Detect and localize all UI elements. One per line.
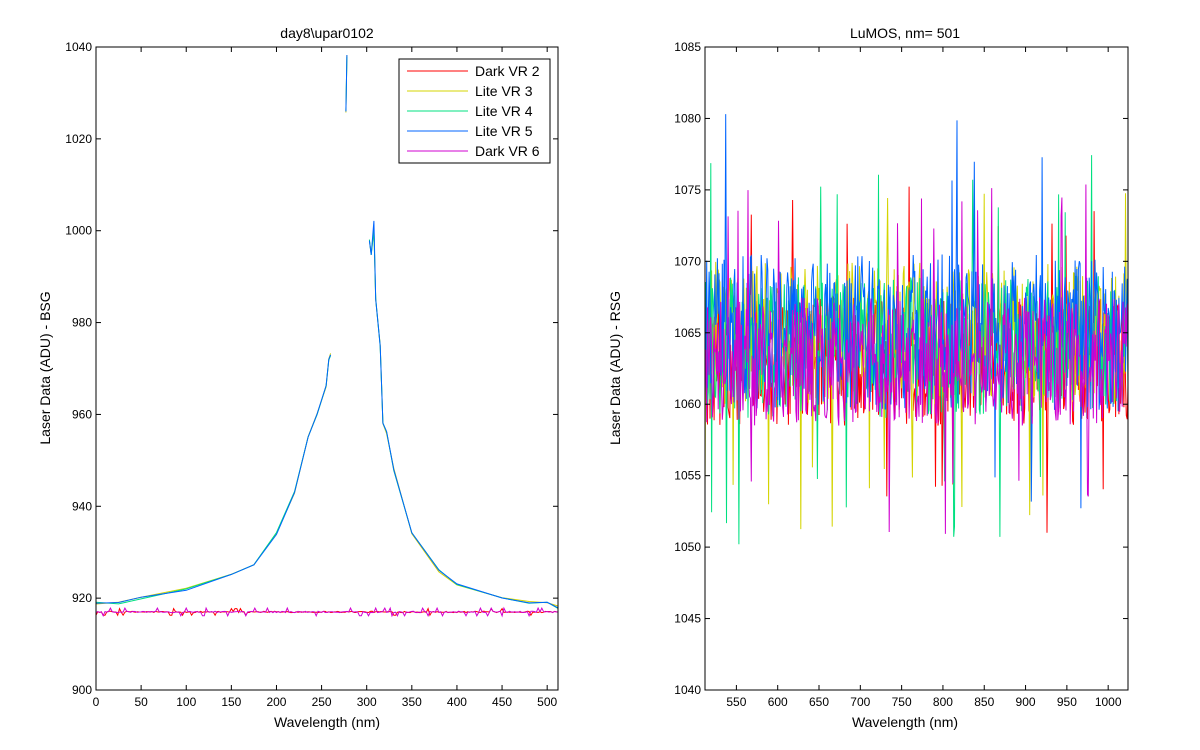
x-axis-label-left: Wavelength (nm) (274, 714, 380, 730)
legend: Dark VR 2 Lite VR 3 Lite VR 4 Lite VR 5 Dark… (398, 58, 551, 164)
y-tick-label: 920 (72, 591, 92, 605)
y-axis-label-right: Laser Data (ADU) - RSG (607, 291, 623, 445)
y-tick-label: 1075 (674, 183, 701, 197)
x-axis-label-right: Wavelength (nm) (852, 714, 958, 730)
y-tick-label: 960 (72, 407, 92, 421)
x-tick-label: 550 (726, 695, 746, 709)
series-line-dark-vr-6 (95, 606, 559, 618)
x-tick-label: 800 (933, 695, 953, 709)
x-tick-label: 250 (312, 695, 332, 709)
y-tick-label: 1065 (674, 326, 701, 340)
x-tick-label: 200 (266, 695, 286, 709)
y-tick-label: 1040 (65, 40, 92, 54)
legend-label: Dark VR 6 (475, 143, 540, 159)
legend-label: Lite VR 5 (475, 123, 533, 139)
x-tick-label: 500 (537, 695, 557, 709)
axes-frame-right (704, 46, 1129, 691)
x-tick-label: 450 (492, 695, 512, 709)
y-tick-label: 1045 (674, 612, 701, 626)
y-tick-label: 1055 (674, 469, 701, 483)
y-tick-label: 1060 (674, 397, 701, 411)
axes-frame-left (95, 46, 559, 691)
x-tick-label: 850 (974, 695, 994, 709)
y-axis-label-left: Laser Data (ADU) - BSG (37, 291, 53, 444)
chart-title-right: LuMOS, nm= 501 (850, 25, 960, 41)
x-tick-label: 50 (134, 695, 148, 709)
x-tick-label: 150 (221, 695, 241, 709)
chart-right: 550 600 650 700 750 800 850 900 950 1000 1040 1045 1… (607, 25, 1129, 730)
ticks-left: 0 50 100 150 200 250 300 350 400 450 500 900 920 940 9… (65, 40, 558, 709)
y-tick-label: 940 (72, 499, 92, 513)
chart-left: 0 50 100 150 200 250 300 350 400 450 500 900 920 940 9… (37, 25, 559, 730)
x-tick-label: 400 (447, 695, 467, 709)
y-tick-label: 1000 (65, 224, 92, 238)
x-tick-label: 100 (176, 695, 196, 709)
y-tick-label: 1020 (65, 132, 92, 146)
series-group-left (95, 54, 559, 618)
x-tick-label: 650 (809, 695, 829, 709)
series-group-right (704, 114, 1129, 545)
x-tick-label: 700 (850, 695, 870, 709)
y-tick-label: 1085 (674, 40, 701, 54)
x-tick-label: 0 (93, 695, 100, 709)
x-tick-label: 350 (402, 695, 422, 709)
legend-label: Lite VR 4 (475, 103, 533, 119)
y-tick-label: 1040 (674, 683, 701, 697)
legend-label: Lite VR 3 (475, 83, 533, 99)
y-tick-label: 980 (72, 316, 92, 330)
y-tick-label: 1050 (674, 540, 701, 554)
series-line-lite-vr-5 (95, 54, 559, 609)
x-tick-label: 750 (892, 695, 912, 709)
y-tick-label: 900 (72, 683, 92, 697)
x-tick-label: 600 (768, 695, 788, 709)
x-tick-label: 900 (1016, 695, 1036, 709)
chart-title-left: day8\upar0102 (280, 25, 374, 41)
x-tick-label: 300 (357, 695, 377, 709)
ticks-right: 550 600 650 700 750 800 850 900 950 1000 1040 1045 1… (674, 40, 1128, 709)
x-tick-label: 1000 (1095, 695, 1122, 709)
y-tick-label: 1070 (674, 254, 701, 268)
legend-label: Dark VR 2 (475, 63, 540, 79)
series-line-dark-vr-6 (704, 184, 1129, 534)
x-tick-label: 950 (1057, 695, 1077, 709)
y-tick-label: 1080 (674, 111, 701, 125)
